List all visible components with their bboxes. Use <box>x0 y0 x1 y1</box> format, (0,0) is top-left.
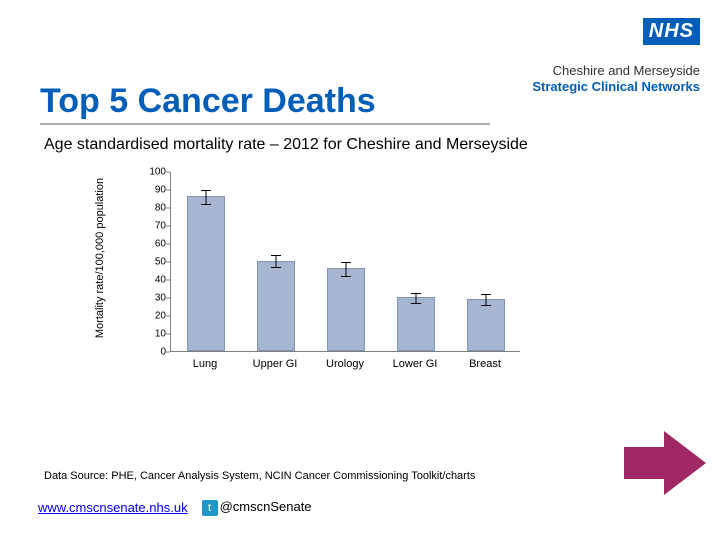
y-tick-mark <box>166 316 170 317</box>
bar <box>187 196 225 351</box>
error-bar <box>276 255 277 268</box>
y-tick-label: 50 <box>140 257 166 268</box>
brand-line1: Cheshire and Merseyside <box>532 63 700 79</box>
twitter-text: @cmscnSenate <box>220 499 312 514</box>
error-cap <box>481 305 491 306</box>
y-tick-mark <box>166 262 170 263</box>
y-tick-mark <box>166 172 170 173</box>
y-tick-mark <box>166 244 170 245</box>
error-cap <box>341 262 351 263</box>
y-tick-label: 60 <box>140 239 166 250</box>
x-tick-label: Lower GI <box>385 358 445 370</box>
error-cap <box>201 190 211 191</box>
error-cap <box>271 267 281 268</box>
error-bar <box>486 294 487 305</box>
header-brand: NHS Cheshire and Merseyside Strategic Cl… <box>532 18 700 94</box>
x-tick-label: Breast <box>455 358 515 370</box>
plot-area <box>170 172 520 352</box>
twitter-handle: t@cmscnSenate <box>202 499 312 516</box>
nhs-logo: NHS <box>643 18 700 45</box>
error-cap <box>411 293 421 294</box>
next-arrow-icon[interactable] <box>624 431 706 500</box>
error-cap <box>271 255 281 256</box>
y-tick-label: 70 <box>140 221 166 232</box>
y-tick-mark <box>166 334 170 335</box>
bar <box>467 299 505 351</box>
bar <box>397 297 435 351</box>
y-tick-label: 80 <box>140 203 166 214</box>
sub-brand: Cheshire and Merseyside Strategic Clinic… <box>532 63 700 94</box>
page-subtitle: Age standardised mortality rate – 2012 f… <box>44 136 528 154</box>
data-source-text: Data Source: PHE, Cancer Analysis System… <box>44 470 475 482</box>
y-tick-label: 90 <box>140 185 166 196</box>
brand-line2: Strategic Clinical Networks <box>532 79 700 95</box>
mortality-bar-chart: Mortality rate/100,000 population 010203… <box>100 168 540 398</box>
error-cap <box>201 204 211 205</box>
y-tick-mark <box>166 280 170 281</box>
y-tick-mark <box>166 226 170 227</box>
y-tick-label: 20 <box>140 311 166 322</box>
y-tick-label: 10 <box>140 329 166 340</box>
y-tick-mark <box>166 298 170 299</box>
y-tick-mark <box>166 208 170 209</box>
x-tick-label: Upper GI <box>245 358 305 370</box>
y-tick-label: 30 <box>140 293 166 304</box>
bar <box>257 261 295 351</box>
x-tick-label: Urology <box>315 358 375 370</box>
y-tick-label: 100 <box>140 167 166 178</box>
error-cap <box>411 303 421 304</box>
website-link[interactable]: www.cmscnsenate.nhs.uk <box>38 500 188 515</box>
footer: www.cmscnsenate.nhs.uk t@cmscnSenate <box>38 499 312 516</box>
y-axis-label: Mortality rate/100,000 population <box>94 178 106 338</box>
error-cap <box>341 276 351 277</box>
error-bar <box>346 262 347 276</box>
y-tick-label: 0 <box>140 347 166 358</box>
bar <box>327 268 365 351</box>
error-cap <box>481 294 491 295</box>
page-title: Top 5 Cancer Deaths <box>40 82 490 125</box>
y-tick-mark <box>166 190 170 191</box>
twitter-icon: t <box>202 500 218 516</box>
error-bar <box>206 190 207 204</box>
x-tick-label: Lung <box>175 358 235 370</box>
y-tick-mark <box>166 352 170 353</box>
error-bar <box>416 293 417 304</box>
y-tick-label: 40 <box>140 275 166 286</box>
